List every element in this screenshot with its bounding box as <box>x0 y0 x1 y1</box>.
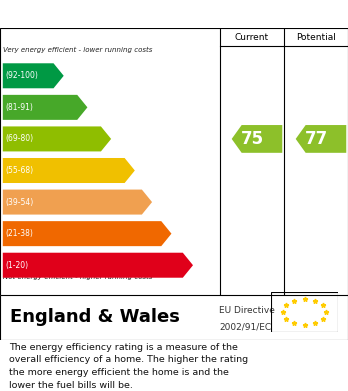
Text: (55-68): (55-68) <box>6 166 34 175</box>
Text: Not energy efficient - higher running costs: Not energy efficient - higher running co… <box>3 274 153 280</box>
FancyArrow shape <box>3 63 64 88</box>
Text: B: B <box>87 100 97 114</box>
Text: 2002/91/EC: 2002/91/EC <box>219 322 271 331</box>
Text: (1-20): (1-20) <box>6 261 29 270</box>
Text: Current: Current <box>235 32 269 41</box>
FancyArrow shape <box>3 95 87 120</box>
Text: England & Wales: England & Wales <box>10 308 180 326</box>
Text: F: F <box>171 227 181 240</box>
Text: G: G <box>192 258 203 272</box>
FancyArrow shape <box>232 125 282 153</box>
Text: Energy Efficiency Rating: Energy Efficiency Rating <box>9 7 219 22</box>
Text: D: D <box>134 163 145 178</box>
Text: (39-54): (39-54) <box>6 197 34 206</box>
Text: E: E <box>152 195 161 209</box>
FancyArrow shape <box>3 126 111 151</box>
FancyArrow shape <box>296 125 346 153</box>
Text: 75: 75 <box>240 130 263 148</box>
Text: (69-80): (69-80) <box>6 135 34 143</box>
Text: EU Directive: EU Directive <box>219 306 275 315</box>
FancyArrow shape <box>3 190 152 215</box>
Text: (21-38): (21-38) <box>6 229 33 238</box>
Text: Very energy efficient - lower running costs: Very energy efficient - lower running co… <box>3 47 153 54</box>
Text: 77: 77 <box>304 130 327 148</box>
Text: C: C <box>110 132 121 146</box>
Text: The energy efficiency rating is a measure of the
overall efficiency of a home. T: The energy efficiency rating is a measur… <box>9 343 248 390</box>
Text: Potential: Potential <box>296 32 336 41</box>
FancyArrow shape <box>3 158 135 183</box>
Text: (81-91): (81-91) <box>6 103 33 112</box>
FancyArrow shape <box>3 221 172 246</box>
Text: A: A <box>63 69 73 83</box>
Text: (92-100): (92-100) <box>6 71 38 80</box>
FancyArrow shape <box>3 253 193 278</box>
